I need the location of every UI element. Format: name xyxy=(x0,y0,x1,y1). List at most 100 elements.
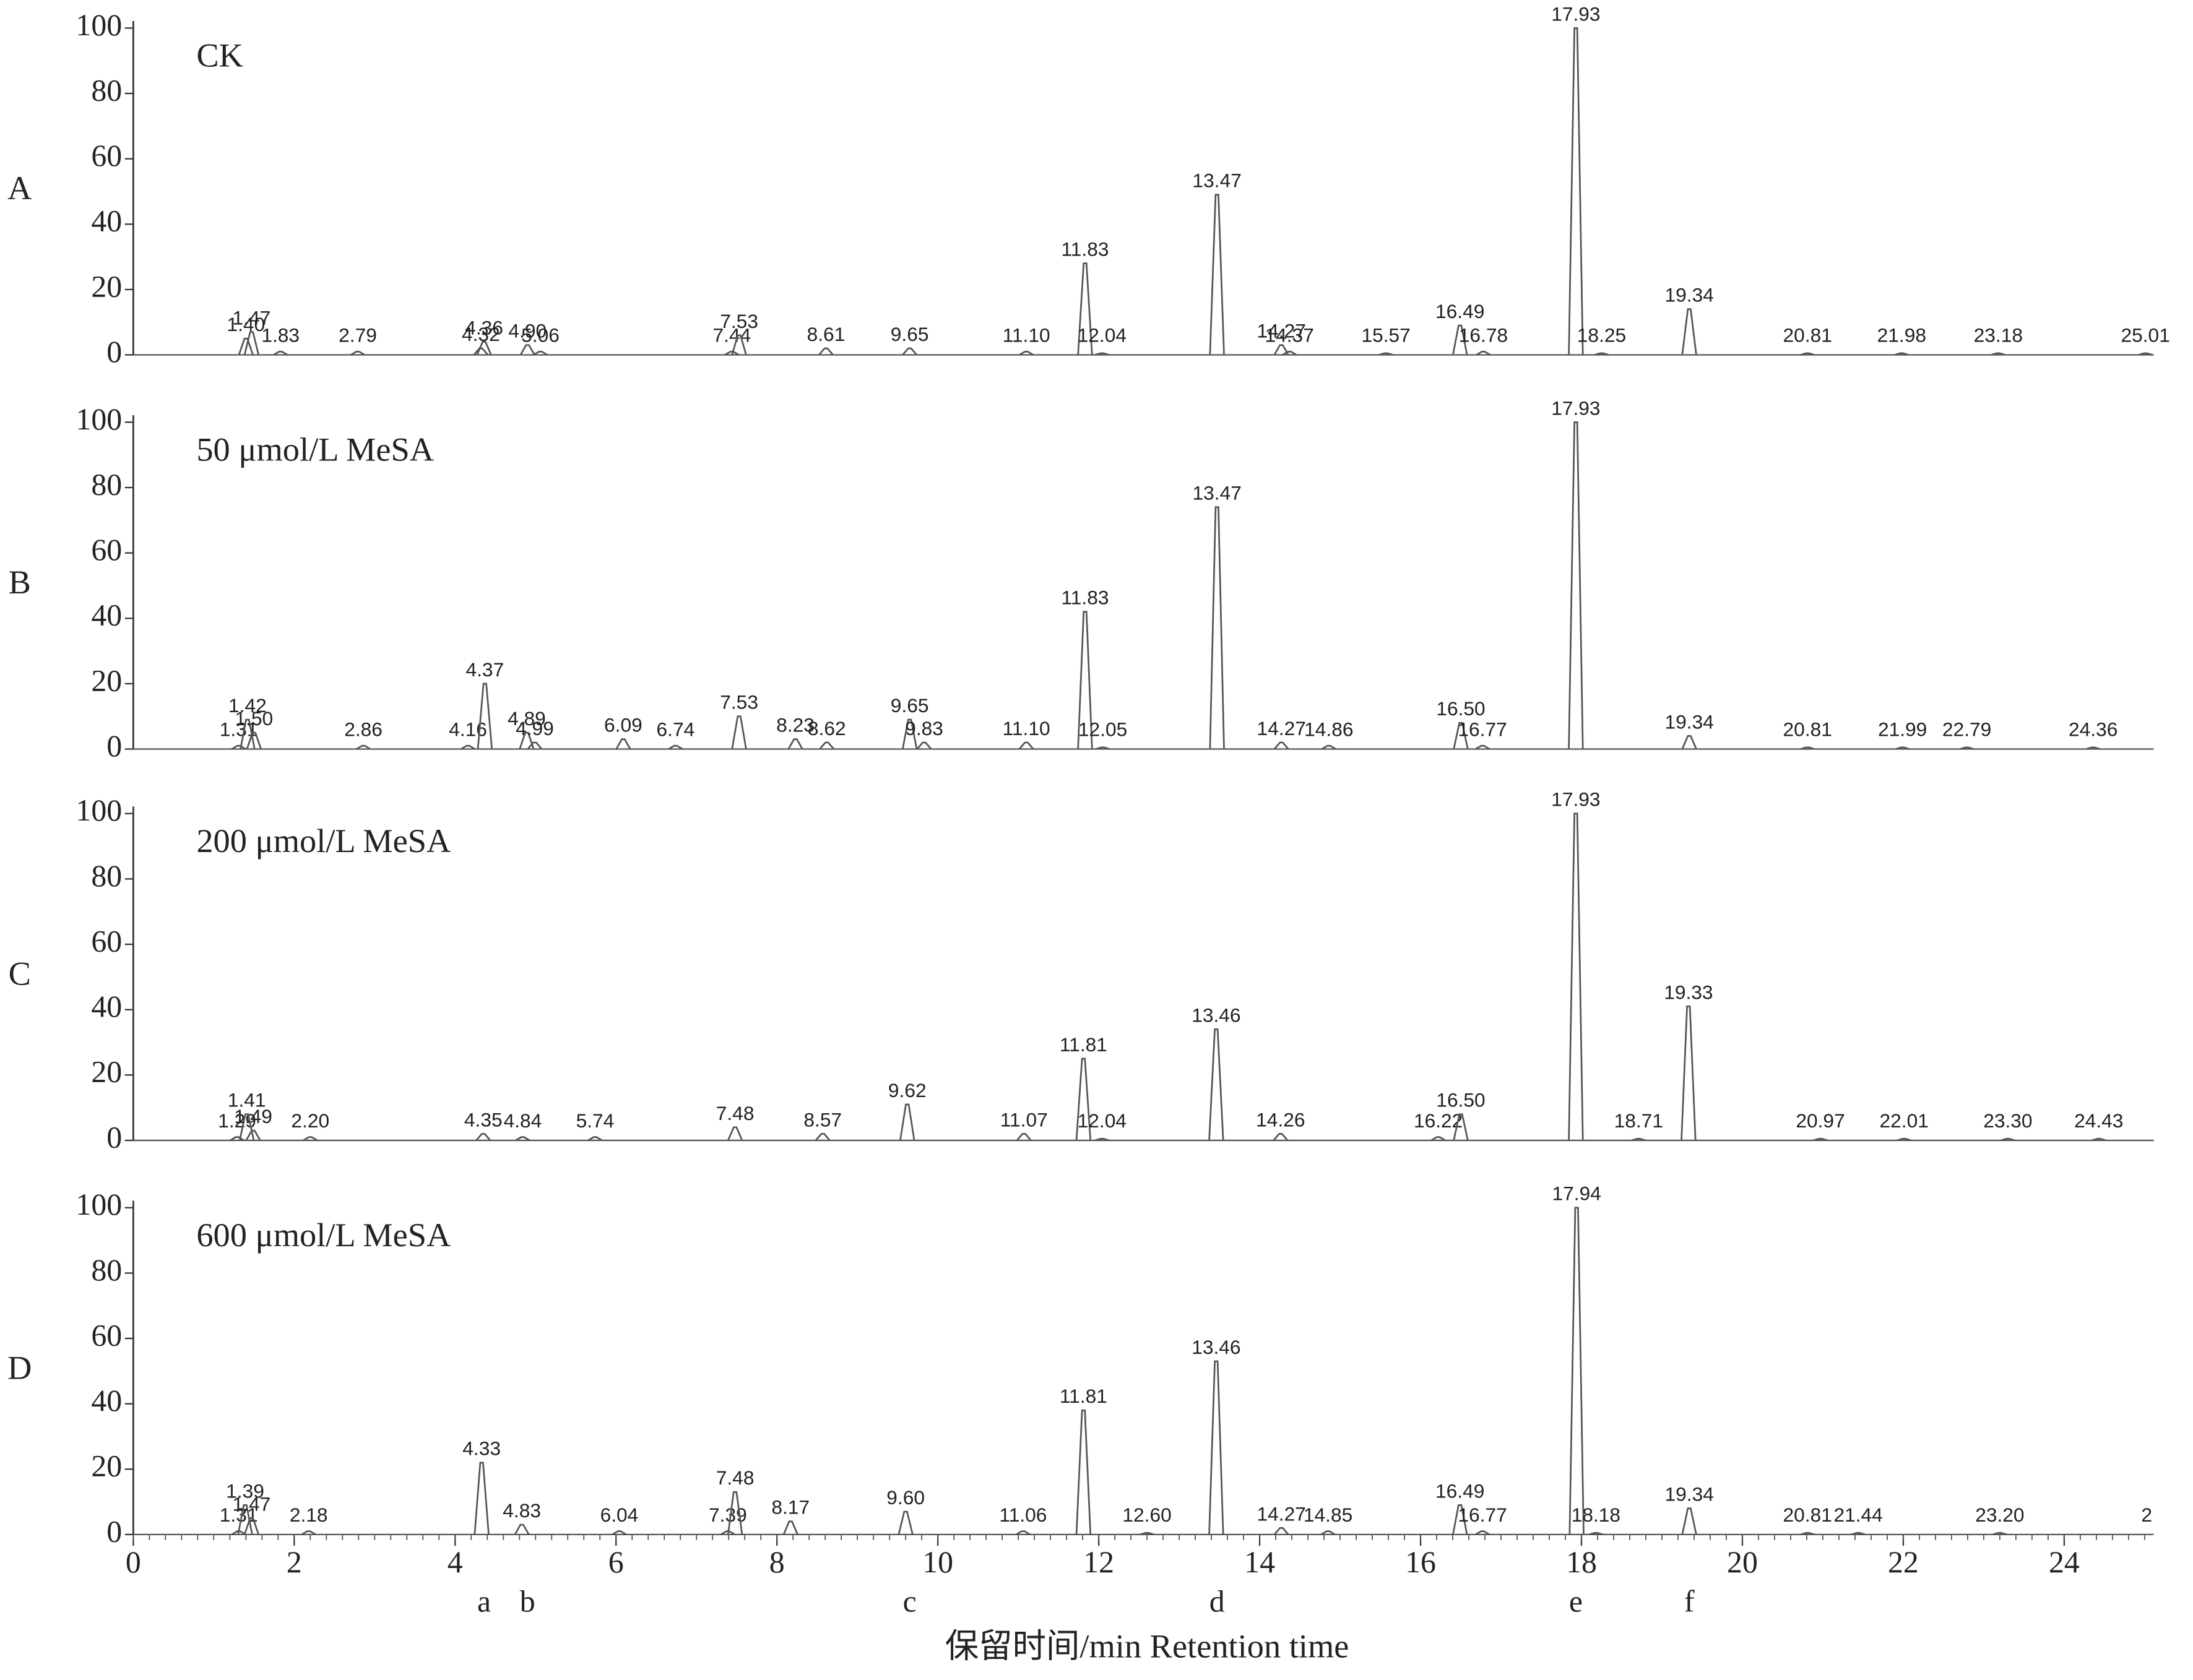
peak xyxy=(1077,611,1093,749)
peak-label: 16.77 xyxy=(1458,1504,1507,1526)
panel-annotation: 600 μmol/L MeSA xyxy=(196,1217,451,1254)
peak-label: 5.74 xyxy=(576,1109,615,1132)
peak xyxy=(815,1133,831,1141)
peak xyxy=(899,1103,915,1141)
peak-label: 4.32 xyxy=(462,323,500,345)
peak xyxy=(1800,746,1815,750)
x-tick-label: 14 xyxy=(1244,1545,1275,1579)
peak xyxy=(1568,421,1584,749)
x-tick-label: 22 xyxy=(1888,1545,1919,1579)
peak-marker: c xyxy=(903,1585,917,1619)
peak-label: 8.57 xyxy=(803,1108,842,1131)
peak xyxy=(1430,1136,1446,1142)
x-tick-label: 16 xyxy=(1405,1545,1436,1579)
peak xyxy=(1681,735,1697,750)
peak xyxy=(1594,352,1609,356)
peak xyxy=(515,1136,530,1142)
peak xyxy=(1851,1531,1866,1536)
peak xyxy=(612,1530,627,1536)
peak xyxy=(1992,1531,2007,1536)
peak-label: 20.97 xyxy=(1796,1109,1845,1132)
peak xyxy=(1273,741,1289,750)
peak xyxy=(1568,1207,1585,1535)
peak xyxy=(1018,741,1034,750)
peak-label: 1.47 xyxy=(233,1493,271,1515)
peak-label: 13.47 xyxy=(1193,482,1242,504)
peak xyxy=(230,1136,245,1142)
peak-label: 21.44 xyxy=(1833,1504,1882,1526)
peak-label: 17.93 xyxy=(1551,2,1600,25)
y-tick-label: 0 xyxy=(106,1514,122,1548)
peak-label: 11.81 xyxy=(1060,1385,1107,1407)
y-tick-label: 80 xyxy=(91,859,122,893)
peak xyxy=(1209,194,1225,355)
peak xyxy=(901,718,918,749)
peak xyxy=(1273,344,1289,356)
peak xyxy=(819,741,835,750)
x-tick-label: 18 xyxy=(1566,1545,1597,1579)
peak xyxy=(731,715,747,749)
peak-label: 20.81 xyxy=(1783,1504,1832,1526)
peak-label: 8.61 xyxy=(807,323,846,345)
y-tick-label: 100 xyxy=(76,793,122,827)
y-tick-label: 40 xyxy=(91,989,122,1023)
peak xyxy=(615,738,631,750)
peak-label: 7.48 xyxy=(716,1102,755,1124)
peak xyxy=(1453,722,1469,749)
peak-label: 23.30 xyxy=(1983,1109,2032,1132)
peak-label: 4.35 xyxy=(464,1108,503,1131)
peak xyxy=(731,334,747,355)
peak-label: 8.17 xyxy=(771,1496,810,1518)
y-tick-label: 60 xyxy=(91,139,122,173)
y-tick-label: 80 xyxy=(91,467,122,501)
peak-label: 24.43 xyxy=(2074,1109,2123,1132)
peak-label: 8.23 xyxy=(776,714,815,736)
peak-marker: f xyxy=(1684,1585,1695,1619)
peak xyxy=(273,350,288,356)
peak-marker: a xyxy=(477,1585,491,1619)
peak xyxy=(475,1133,491,1141)
peak-label: 1.40 xyxy=(227,313,265,335)
y-tick-label: 80 xyxy=(91,1253,122,1287)
peak-label: 4.36 xyxy=(465,316,503,338)
peak xyxy=(1321,744,1336,750)
peak-marker: d xyxy=(1209,1585,1225,1619)
x-tick-label: 10 xyxy=(922,1545,953,1579)
y-tick-label: 40 xyxy=(91,204,122,238)
y-tick-label: 60 xyxy=(91,533,122,567)
peak-label: 21.99 xyxy=(1878,718,1927,740)
peak xyxy=(1075,1409,1092,1535)
peak-label: 21.98 xyxy=(1877,324,1926,346)
peak-label: 7.53 xyxy=(720,691,758,713)
peak-label: 11.07 xyxy=(1000,1108,1048,1131)
y-tick-label: 0 xyxy=(106,335,122,369)
y-tick-label: 20 xyxy=(91,1449,122,1483)
peak-label: 16.49 xyxy=(1435,300,1484,322)
peak xyxy=(587,1136,603,1142)
panel-label: A xyxy=(7,170,32,207)
peak xyxy=(519,731,535,749)
y-tick-label: 100 xyxy=(76,1187,122,1221)
peak-label: 19.33 xyxy=(1664,981,1713,1003)
peak xyxy=(1378,352,1393,356)
peak xyxy=(1140,1531,1154,1536)
peak xyxy=(1680,1006,1697,1140)
x-tick-label: 2 xyxy=(287,1545,302,1579)
peak xyxy=(1894,352,1910,356)
peak-label: 12.60 xyxy=(1122,1504,1171,1526)
peak-label: 16.22 xyxy=(1414,1109,1463,1132)
peak xyxy=(724,350,740,356)
y-tick-label: 100 xyxy=(76,8,122,42)
peak xyxy=(1897,1137,1911,1142)
peak-label: 9.60 xyxy=(886,1486,925,1509)
peak-marker: b xyxy=(520,1585,535,1619)
peak-label: 11.83 xyxy=(1062,238,1109,261)
peak-label: 6.09 xyxy=(604,714,642,736)
peak-label: 25.01 xyxy=(2121,324,2169,346)
peak xyxy=(1568,812,1584,1140)
peak-label: 23.18 xyxy=(1974,324,2023,346)
peak xyxy=(1094,1137,1110,1142)
peak xyxy=(1475,744,1490,750)
panel-label: D xyxy=(7,1349,32,1386)
peak xyxy=(2085,746,2101,750)
